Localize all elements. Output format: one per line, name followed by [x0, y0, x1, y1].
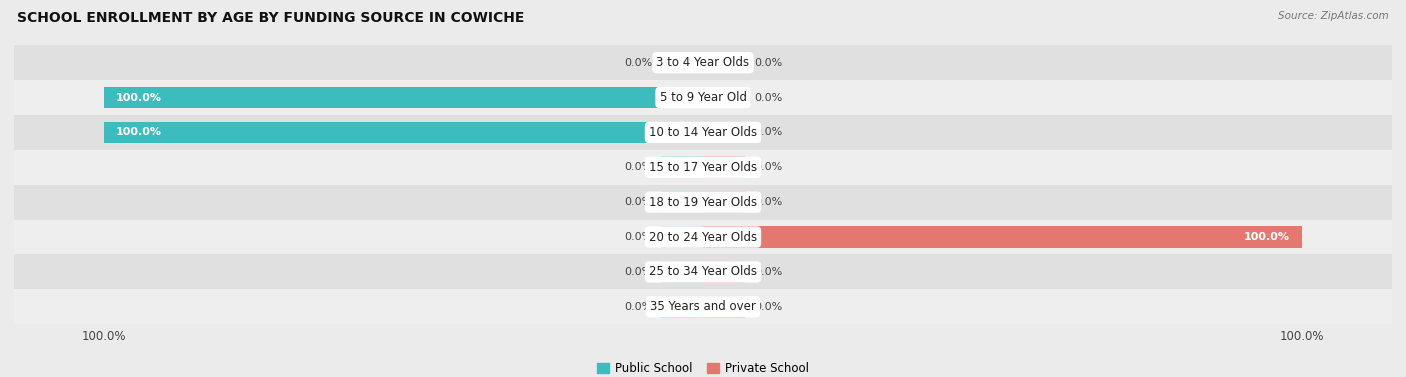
Bar	[661, 261, 703, 283]
Bar	[661, 52, 703, 74]
Text: 0.0%: 0.0%	[754, 267, 782, 277]
Bar	[14, 150, 1392, 185]
Text: 20 to 24 Year Olds: 20 to 24 Year Olds	[650, 231, 756, 244]
Bar	[14, 290, 1392, 324]
Text: 0.0%: 0.0%	[754, 162, 782, 172]
Bar	[104, 122, 703, 143]
Text: 3 to 4 Year Olds: 3 to 4 Year Olds	[657, 56, 749, 69]
Bar	[14, 185, 1392, 219]
Text: 100.0%: 100.0%	[1244, 232, 1291, 242]
Text: 0.0%: 0.0%	[754, 197, 782, 207]
Text: 0.0%: 0.0%	[754, 302, 782, 312]
Text: Source: ZipAtlas.com: Source: ZipAtlas.com	[1278, 11, 1389, 21]
Text: 5 to 9 Year Old: 5 to 9 Year Old	[659, 91, 747, 104]
Bar	[14, 80, 1392, 115]
Text: 0.0%: 0.0%	[624, 302, 652, 312]
Text: 25 to 34 Year Olds: 25 to 34 Year Olds	[650, 265, 756, 278]
Text: 0.0%: 0.0%	[754, 58, 782, 68]
Text: 0.0%: 0.0%	[624, 232, 652, 242]
Legend: Public School, Private School: Public School, Private School	[593, 357, 813, 377]
Bar	[14, 254, 1392, 290]
Bar	[703, 156, 745, 178]
Text: SCHOOL ENROLLMENT BY AGE BY FUNDING SOURCE IN COWICHE: SCHOOL ENROLLMENT BY AGE BY FUNDING SOUR…	[17, 11, 524, 25]
Bar	[661, 226, 703, 248]
Bar	[104, 87, 703, 108]
Text: 35 Years and over: 35 Years and over	[650, 300, 756, 313]
Text: 0.0%: 0.0%	[754, 127, 782, 138]
Text: 0.0%: 0.0%	[624, 162, 652, 172]
Bar	[703, 122, 745, 143]
Bar	[703, 296, 745, 317]
Bar	[14, 45, 1392, 80]
Bar	[703, 87, 745, 108]
Text: 0.0%: 0.0%	[624, 267, 652, 277]
Text: 18 to 19 Year Olds: 18 to 19 Year Olds	[650, 196, 756, 208]
Text: 100.0%: 100.0%	[115, 92, 162, 103]
Bar	[703, 52, 745, 74]
Bar	[661, 296, 703, 317]
Bar	[661, 156, 703, 178]
Bar	[703, 226, 1302, 248]
Text: 10 to 14 Year Olds: 10 to 14 Year Olds	[650, 126, 756, 139]
Text: 100.0%: 100.0%	[115, 127, 162, 138]
Bar	[14, 115, 1392, 150]
Text: 15 to 17 Year Olds: 15 to 17 Year Olds	[650, 161, 756, 174]
Bar	[14, 219, 1392, 254]
Bar	[703, 192, 745, 213]
Text: 0.0%: 0.0%	[624, 58, 652, 68]
Text: 0.0%: 0.0%	[624, 197, 652, 207]
Bar	[661, 192, 703, 213]
Bar	[703, 261, 745, 283]
Text: 0.0%: 0.0%	[754, 92, 782, 103]
